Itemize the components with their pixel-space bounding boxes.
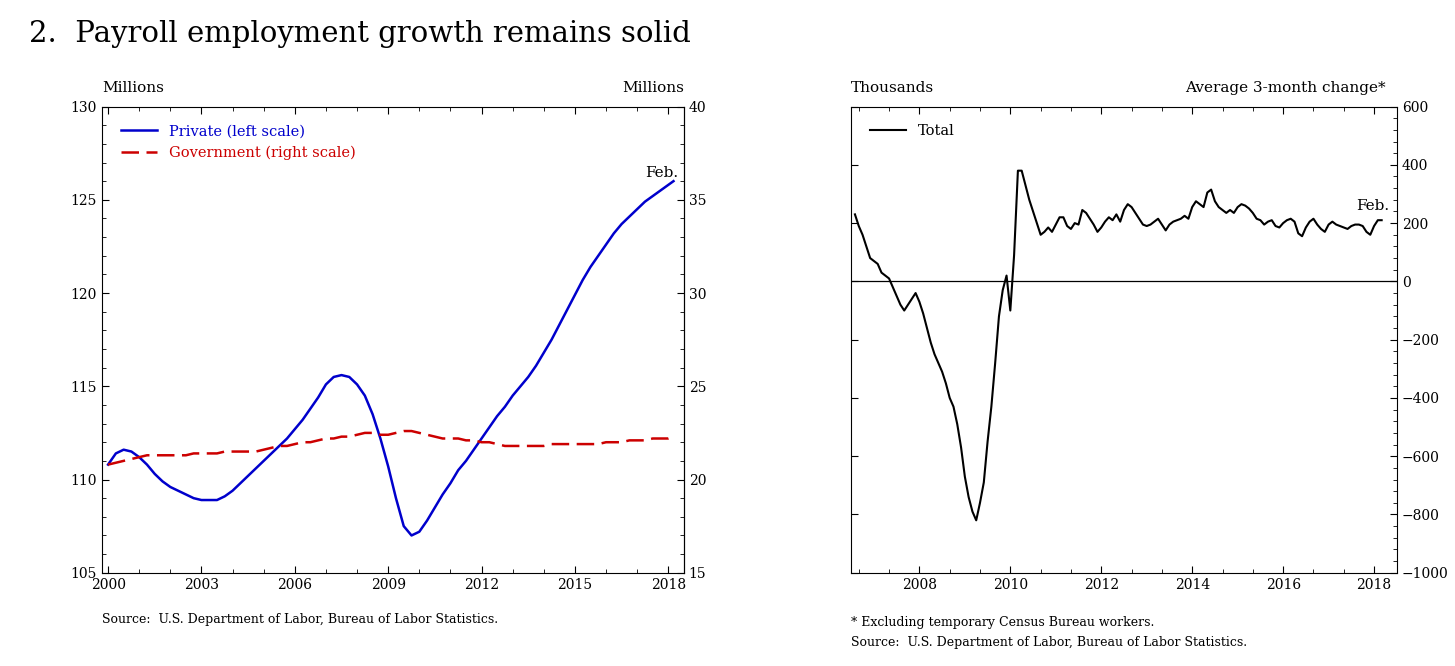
Text: Average 3-month change*: Average 3-month change* <box>1186 81 1385 95</box>
Text: 2.  Payroll employment growth remains solid: 2. Payroll employment growth remains sol… <box>29 20 691 48</box>
Text: Feb.: Feb. <box>645 166 678 180</box>
Legend: Total: Total <box>864 119 960 144</box>
Legend: Private (left scale), Government (right scale): Private (left scale), Government (right … <box>115 119 361 166</box>
Text: Feb.: Feb. <box>1356 199 1390 213</box>
Text: Source:  U.S. Department of Labor, Bureau of Labor Statistics.: Source: U.S. Department of Labor, Bureau… <box>102 613 498 626</box>
Text: * Excluding temporary Census Bureau workers.: * Excluding temporary Census Bureau work… <box>851 616 1155 629</box>
Text: Thousands: Thousands <box>851 81 934 95</box>
Text: Millions: Millions <box>102 81 164 95</box>
Text: Millions: Millions <box>621 81 684 95</box>
Text: Source:  U.S. Department of Labor, Bureau of Labor Statistics.: Source: U.S. Department of Labor, Bureau… <box>851 636 1247 649</box>
